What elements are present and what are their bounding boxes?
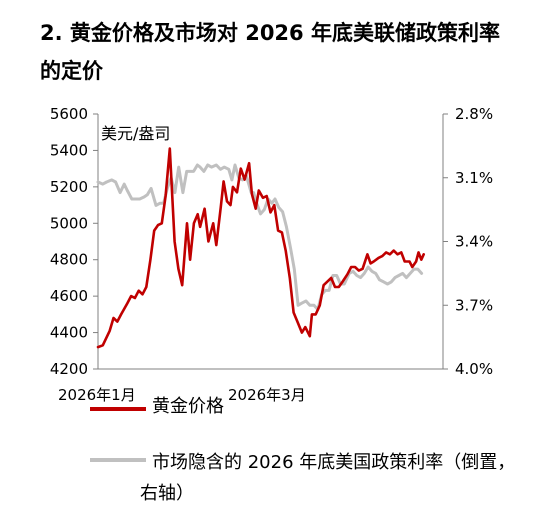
left-tick-label: 4600 [50,287,88,305]
x-tick-label: 2026年1月 [58,386,136,404]
left-tick-label: 5000 [50,214,88,232]
right-tick-label: 3.4% [455,233,493,251]
right-tick-label: 4.0% [455,360,493,378]
series-line-rate [96,163,424,311]
left-tick-label: 4800 [50,251,88,269]
legend-swatch-gold [90,407,146,411]
chart-title: 2. 黄金价格及市场对 2026 年底美联储政策利率的定价 [40,21,500,83]
right-tick-label: 2.8% [455,105,493,123]
left-tick-label: 5600 [50,105,88,123]
right-tick-label: 3.7% [455,296,493,314]
left-tick-label: 5200 [50,178,88,196]
left-tick-label: 4200 [50,360,88,378]
series-line-gold [96,147,426,349]
left-tick-label: 4400 [50,324,88,342]
left-tick-label: 5400 [50,141,88,159]
legend-label-gold: 黄金价格 [152,396,224,417]
legend-label-rate: 市场隐含的 2026 年底美国政策利率（倒置，右轴） [140,452,516,504]
x-tick-label: 2026年3月 [228,386,306,404]
unit-label: 美元/盎司 [101,124,170,143]
right-tick-label: 3.1% [455,169,493,187]
legend-swatch-rate [90,458,146,462]
